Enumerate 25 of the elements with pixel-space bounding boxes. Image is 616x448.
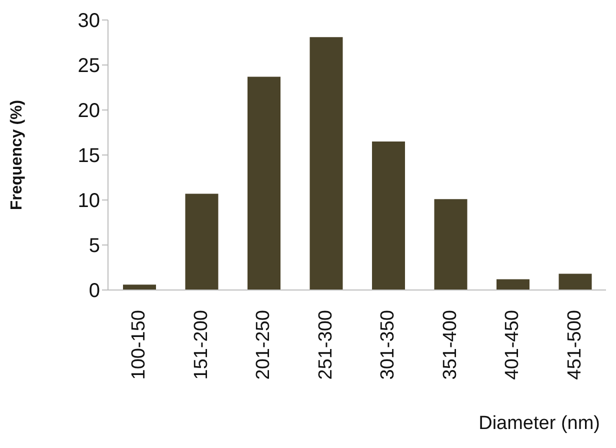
bar	[123, 284, 156, 290]
x-axis-title: Diameter (nm)	[478, 413, 600, 435]
y-axis-title: Frequency (%)	[8, 100, 26, 210]
x-tick-label: 401-450	[502, 310, 524, 380]
bar	[310, 37, 343, 290]
x-tick-label: 251-300	[315, 310, 336, 380]
y-tick-label: 15	[78, 145, 100, 168]
x-tick-label: 301-350	[378, 310, 399, 380]
bar	[558, 274, 592, 290]
y-tick-label: 0	[88, 280, 100, 302]
bar	[434, 199, 468, 290]
x-tick-label: 201-250	[253, 310, 274, 380]
bar	[185, 194, 218, 290]
y-tick-label: 10	[78, 190, 100, 212]
x-tick-label: 100-150	[128, 310, 150, 380]
y-tick-label: 30	[78, 10, 100, 32]
y-tick-label: 20	[78, 100, 100, 122]
y-tick-label: 5	[88, 235, 100, 258]
x-tick-label: 151-200	[190, 310, 212, 380]
bar	[248, 76, 280, 290]
y-tick-label: 25	[78, 55, 100, 78]
bar	[496, 279, 530, 290]
bar	[372, 142, 405, 290]
x-tick-label: 451-500	[564, 310, 586, 380]
x-tick-label: 351-400	[440, 310, 461, 380]
